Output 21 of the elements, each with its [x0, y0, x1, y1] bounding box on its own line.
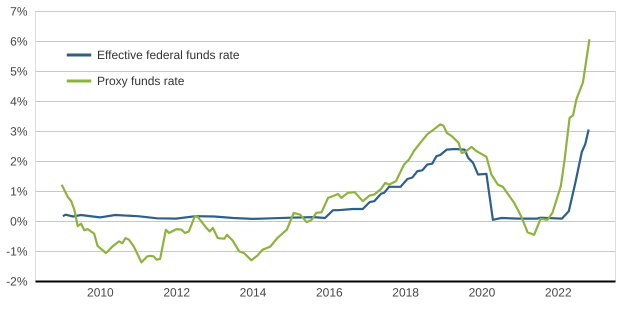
x-tick-label: 2016 — [316, 286, 343, 300]
y-tick-label: 4% — [10, 94, 28, 108]
y-tick-label: 3% — [10, 124, 28, 138]
y-tick-label: 1% — [10, 184, 28, 198]
x-tick-label: 2022 — [544, 286, 572, 300]
x-tick-label: 2014 — [240, 286, 267, 300]
legend-label: Effective federal funds rate — [97, 48, 240, 62]
x-tick-label: 2010 — [87, 286, 114, 300]
x-tick-label: 2012 — [163, 286, 190, 300]
y-tick-label: 5% — [10, 64, 28, 78]
y-tick-label: -2% — [6, 274, 28, 288]
y-tick-label: 0% — [10, 214, 28, 228]
y-tick-label: 2% — [10, 154, 28, 168]
y-tick-label: 6% — [10, 34, 28, 48]
legend-label: Proxy funds rate — [97, 74, 185, 88]
y-tick-label: -1% — [6, 244, 28, 258]
x-tick-label: 2020 — [468, 286, 496, 300]
line-series — [62, 128, 590, 221]
line-series — [60, 38, 591, 264]
x-tick-label: 2018 — [392, 286, 420, 300]
y-tick-label: 7% — [10, 4, 28, 18]
